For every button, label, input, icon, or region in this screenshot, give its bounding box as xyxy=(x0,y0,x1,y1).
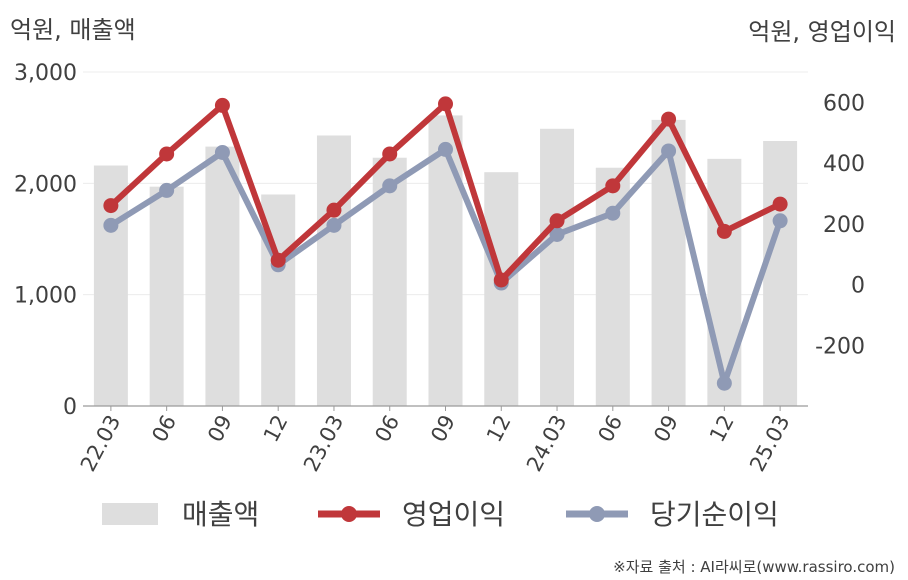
line-series xyxy=(103,96,788,391)
x-tick-label: 23.03 xyxy=(299,411,348,475)
left-tick-label: 0 xyxy=(63,395,77,420)
right-tick-label: 400 xyxy=(823,152,865,177)
bar-revenue xyxy=(428,115,463,407)
right-tick-label: 0 xyxy=(851,274,865,299)
bar-revenue xyxy=(372,157,407,406)
bar-revenue xyxy=(149,186,184,406)
point-operating-profit xyxy=(214,97,230,113)
x-tick-label: 22.03 xyxy=(76,411,125,475)
left-axis-label: 억원, 매출액 xyxy=(10,16,136,44)
point-operating-profit xyxy=(661,111,677,127)
point-operating-profit xyxy=(716,223,732,239)
point-net-income xyxy=(438,141,453,157)
x-tick-label: 06 xyxy=(147,411,181,446)
bar-revenue xyxy=(763,141,798,406)
left-tick-label: 1,000 xyxy=(14,284,77,309)
point-net-income xyxy=(716,375,732,391)
left-tick-label: 2,000 xyxy=(14,172,77,197)
point-net-income xyxy=(103,217,119,233)
legend: 매출액 영업이익 당기순이익 xyxy=(102,498,779,531)
point-operating-profit xyxy=(159,146,175,162)
x-tick-label: 09 xyxy=(649,411,683,446)
bar-revenue xyxy=(205,146,240,407)
x-tick-label: 12 xyxy=(705,411,739,446)
bar-revenue xyxy=(316,135,351,406)
point-net-income xyxy=(661,143,677,159)
point-net-income xyxy=(326,217,342,233)
point-operating-profit xyxy=(103,198,119,214)
point-operating-profit xyxy=(549,213,565,229)
point-net-income xyxy=(549,226,565,242)
point-net-income xyxy=(382,178,398,194)
x-tick-label: 09 xyxy=(426,411,460,446)
bar-revenue xyxy=(540,128,575,406)
right-axis-label: 억원, 영업이익 xyxy=(748,18,896,46)
x-tick-label: 12 xyxy=(259,411,293,446)
legend-label-revenue: 매출액 xyxy=(182,498,259,531)
x-tick-label: 25.03 xyxy=(745,411,794,475)
legend-marker-operating-profit xyxy=(341,506,357,522)
x-tick-label: 06 xyxy=(593,411,627,446)
right-tick-label: 600 xyxy=(823,91,865,116)
x-tick-label: 06 xyxy=(370,411,404,446)
point-operating-profit xyxy=(493,272,509,288)
source-note: ※자료 출처 : AI라씨로(www.rassiro.com) xyxy=(613,558,895,576)
point-net-income xyxy=(605,205,621,221)
point-operating-profit xyxy=(772,196,788,212)
left-tick-label: 3,000 xyxy=(14,61,77,86)
legend-swatch-revenue xyxy=(102,503,158,525)
point-operating-profit xyxy=(326,202,342,218)
point-operating-profit xyxy=(605,178,621,194)
bar-revenue xyxy=(707,158,742,406)
legend-label-net-income: 당기순이익 xyxy=(650,498,779,531)
point-operating-profit xyxy=(382,146,398,162)
x-tick-label: 24.03 xyxy=(522,411,571,475)
point-operating-profit xyxy=(438,96,453,112)
point-net-income xyxy=(772,213,788,229)
right-tick-label: -200 xyxy=(815,334,865,359)
x-tick-label: 12 xyxy=(482,411,516,446)
legend-label-operating-profit: 영업이익 xyxy=(402,498,505,531)
point-net-income xyxy=(159,182,175,198)
point-net-income xyxy=(214,144,230,160)
bar-series-revenue xyxy=(93,115,798,407)
point-operating-profit xyxy=(270,252,286,268)
right-tick-label: 200 xyxy=(823,213,865,238)
x-tick-label: 09 xyxy=(203,411,237,446)
legend-marker-net-income xyxy=(589,506,605,522)
